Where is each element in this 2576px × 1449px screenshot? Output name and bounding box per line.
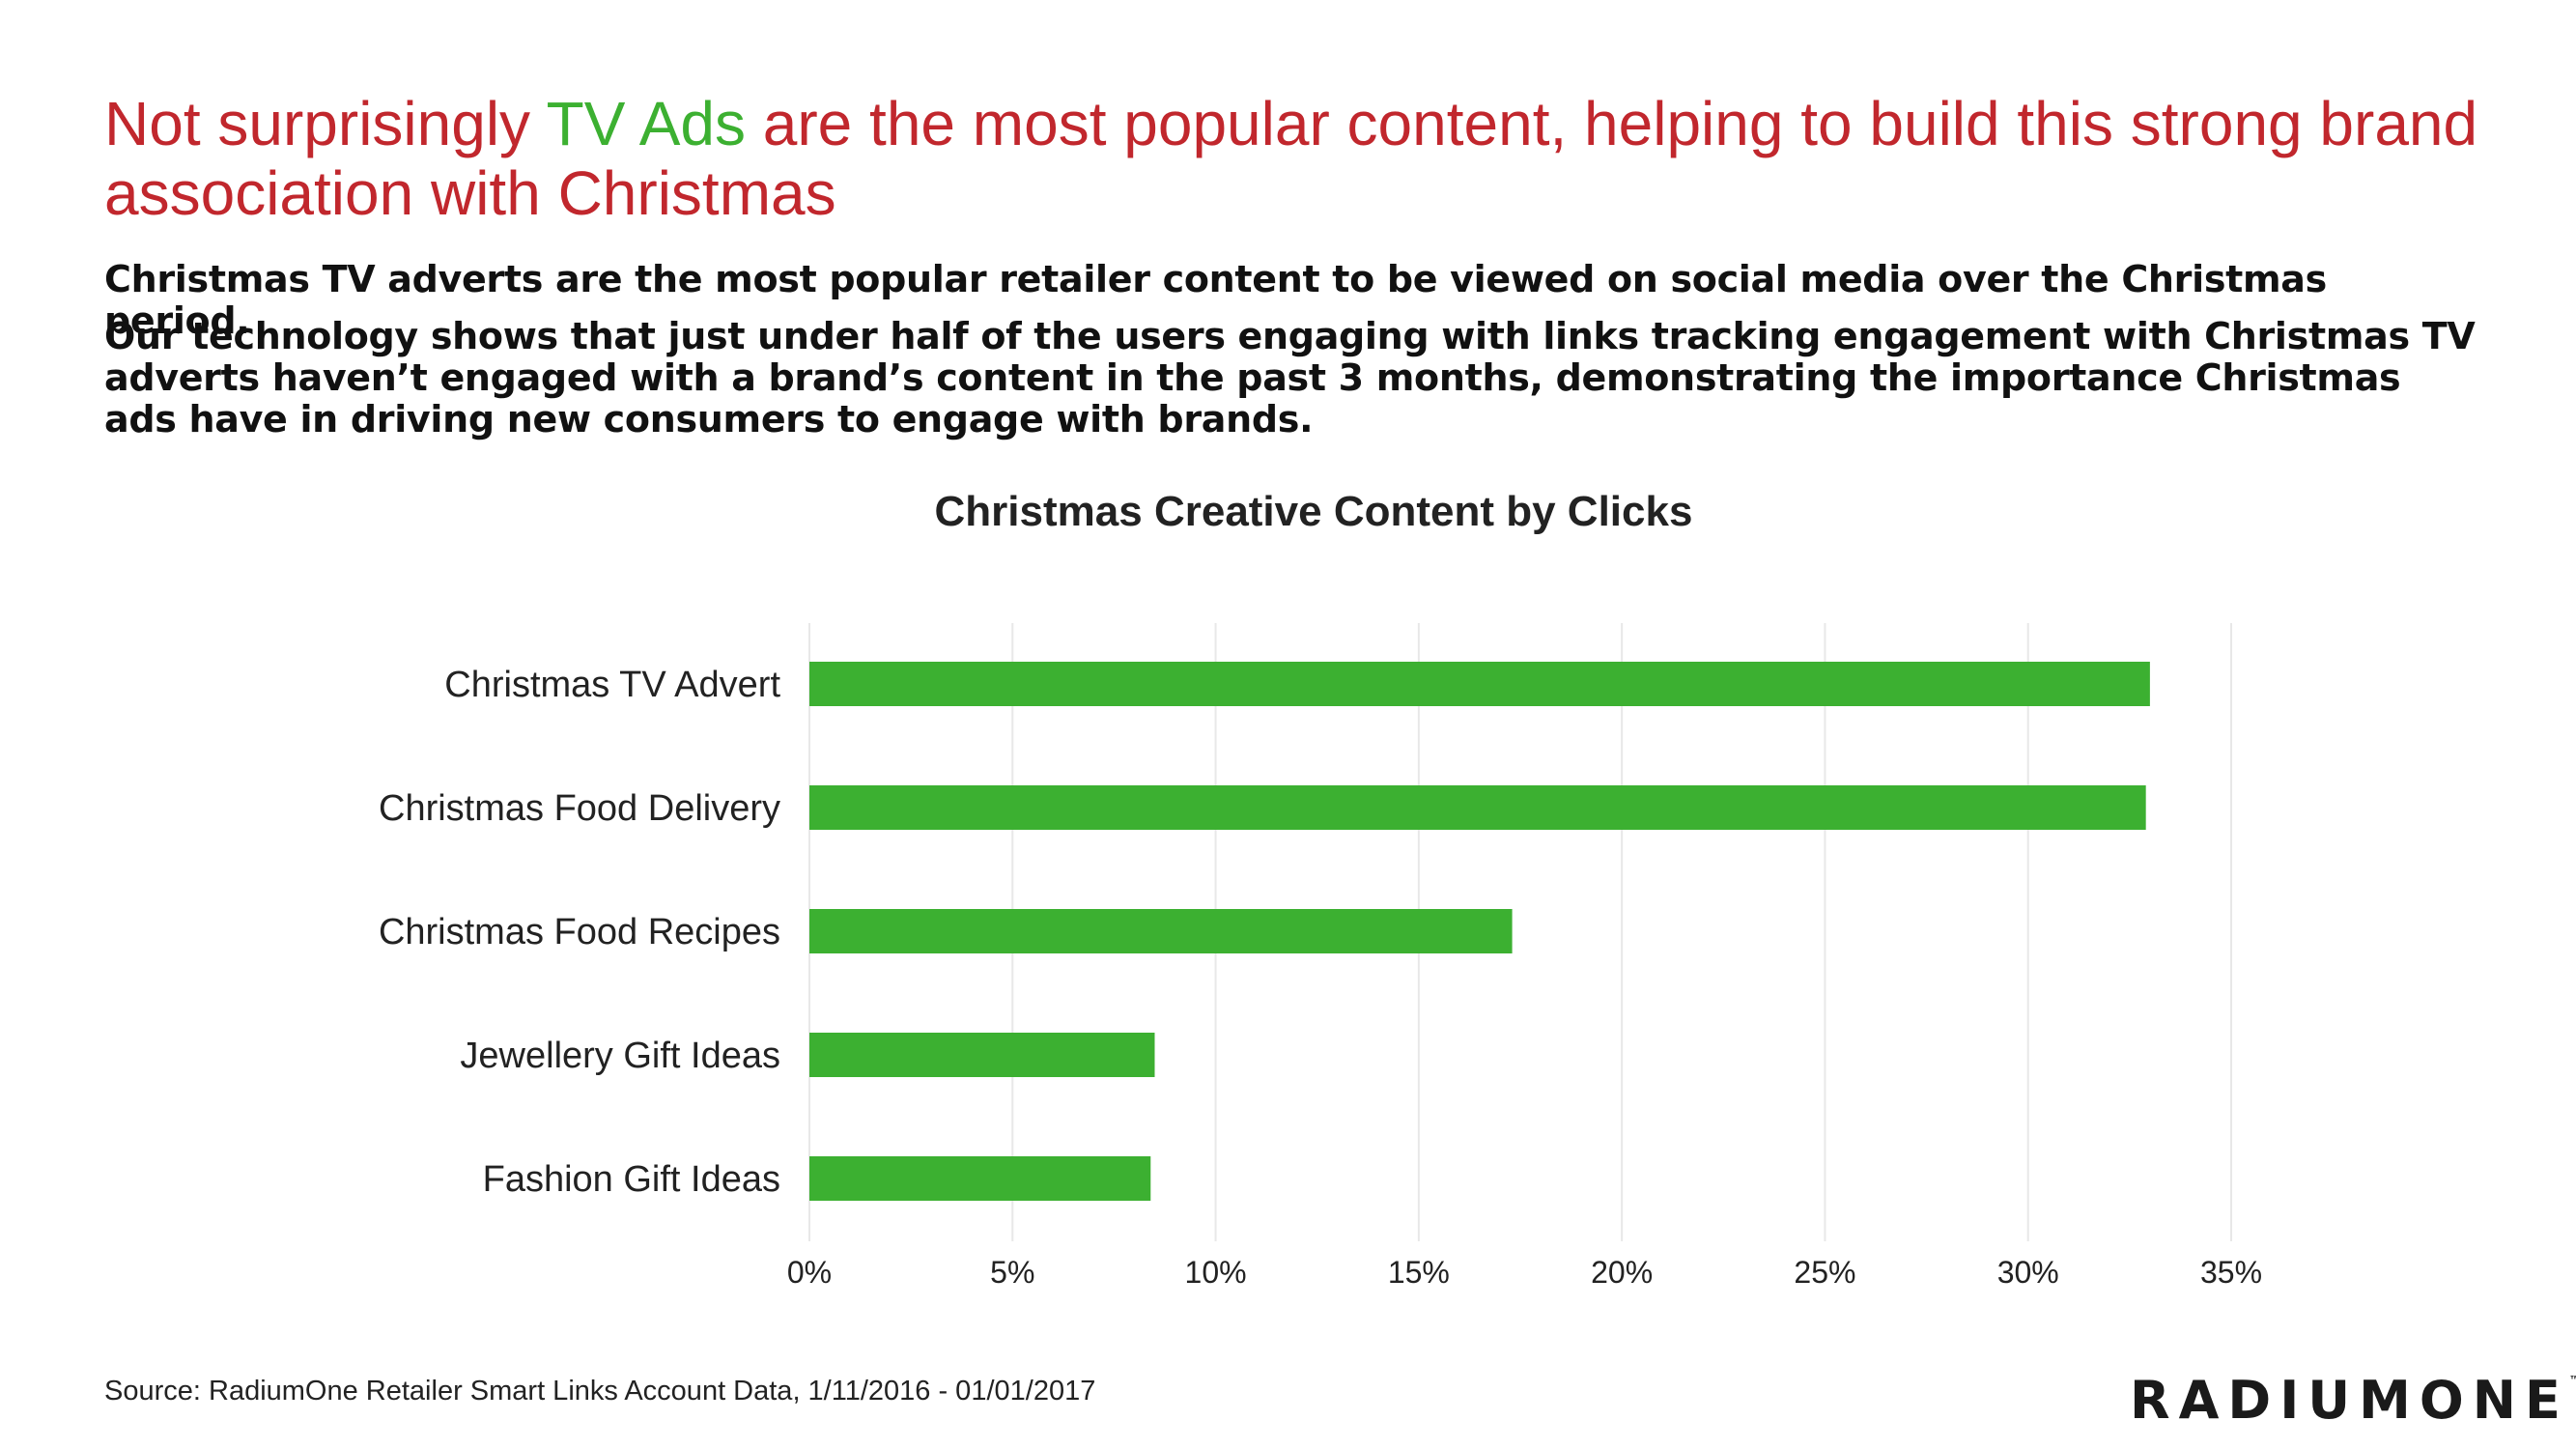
category-label: Christmas Food Recipes [379,912,780,952]
title-part-1: Not surprisingly [104,89,547,158]
bar [809,909,1513,953]
title-highlight: TV Ads [546,89,746,158]
category-label: Jewellery Gift Ideas [460,1036,780,1076]
source-note: Source: RadiumOne Retailer Smart Links A… [104,1376,1096,1406]
title-part-2: are the most popular content, helping to… [104,89,2478,228]
chart-title: Christmas Creative Content by Clicks [934,488,1693,535]
x-tick-label: 25% [1794,1255,1855,1290]
trademark-mark: ™ [2568,1374,2576,1387]
bar-chart: 0% 5% 10% 15% 20% 25% 30% 35% Christmas TV Adver… [379,623,2262,1290]
category-label: Fashion Gift Ideas [483,1159,780,1200]
x-tick-label: 15% [1388,1255,1450,1290]
x-tick-label: 20% [1591,1255,1653,1290]
page-title: Not surprisingly TV Ads are the most pop… [104,89,2480,228]
bar [809,785,2146,830]
intro-paragraph: Christmas TV adverts are the most popula… [104,258,2327,342]
x-tick-label: 5% [990,1255,1034,1290]
logo-wordmark: RADIUMONE [2130,1370,2569,1431]
bar [809,1033,1155,1077]
x-tick-label: 35% [2200,1255,2262,1290]
x-tick-label: 10% [1185,1255,1247,1290]
x-tick-label: 30% [1997,1255,2059,1290]
x-tick-label: 0% [787,1255,832,1290]
bar [809,1156,1151,1201]
bar [809,662,2150,706]
detail-paragraph: Our technology shows that just under hal… [104,315,2476,440]
category-label: Christmas Food Delivery [379,788,780,829]
radiumone-logo: RADIUMONE™ [2130,1370,2576,1431]
category-label: Christmas TV Advert [444,665,780,705]
